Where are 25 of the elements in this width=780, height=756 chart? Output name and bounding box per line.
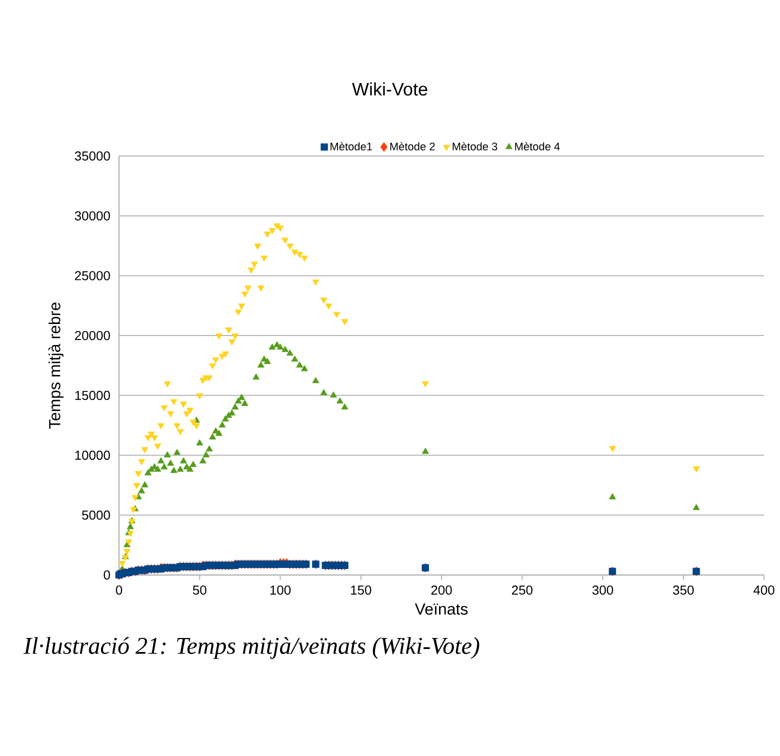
y-tick-label: 25000 bbox=[74, 271, 110, 280]
y-axis-title: Temps mitjà rebre bbox=[48, 302, 64, 429]
x-axis-title: Veïnats bbox=[414, 604, 468, 615]
x-tick-label: 150 bbox=[351, 586, 372, 595]
x-tick-label: 350 bbox=[673, 586, 694, 595]
y-tick-label: 30000 bbox=[74, 211, 110, 220]
y-tick-label: 35000 bbox=[74, 151, 110, 161]
legend-label: Mètode 4 bbox=[515, 142, 560, 150]
y-tick-label: 0 bbox=[104, 570, 110, 580]
x-tick-label: 50 bbox=[192, 586, 206, 595]
y-tick-label: 10000 bbox=[75, 450, 110, 460]
legend-label: Mètode 2 bbox=[390, 142, 435, 150]
x-tick-label: 200 bbox=[431, 586, 452, 595]
x-tick-label: 300 bbox=[592, 586, 614, 595]
x-tick-label: 250 bbox=[512, 586, 532, 595]
text: Il·lustració 21: Temps mitjà/veïnats (Wiki-Vote) bbox=[23, 637, 480, 659]
x-tick-label: 100 bbox=[270, 586, 291, 595]
chart-title: Wiki-Vote bbox=[352, 82, 428, 96]
x-tick-label: 0 bbox=[116, 586, 122, 595]
x-tick-label: 400 bbox=[753, 586, 774, 595]
legend-label: Mètode 3 bbox=[452, 142, 498, 150]
y-tick-label: 15000 bbox=[75, 390, 110, 400]
y-tick-label: 5000 bbox=[82, 510, 110, 520]
y-tick-label: 20000 bbox=[74, 330, 110, 340]
legend-label: Mètode1 bbox=[330, 142, 372, 150]
